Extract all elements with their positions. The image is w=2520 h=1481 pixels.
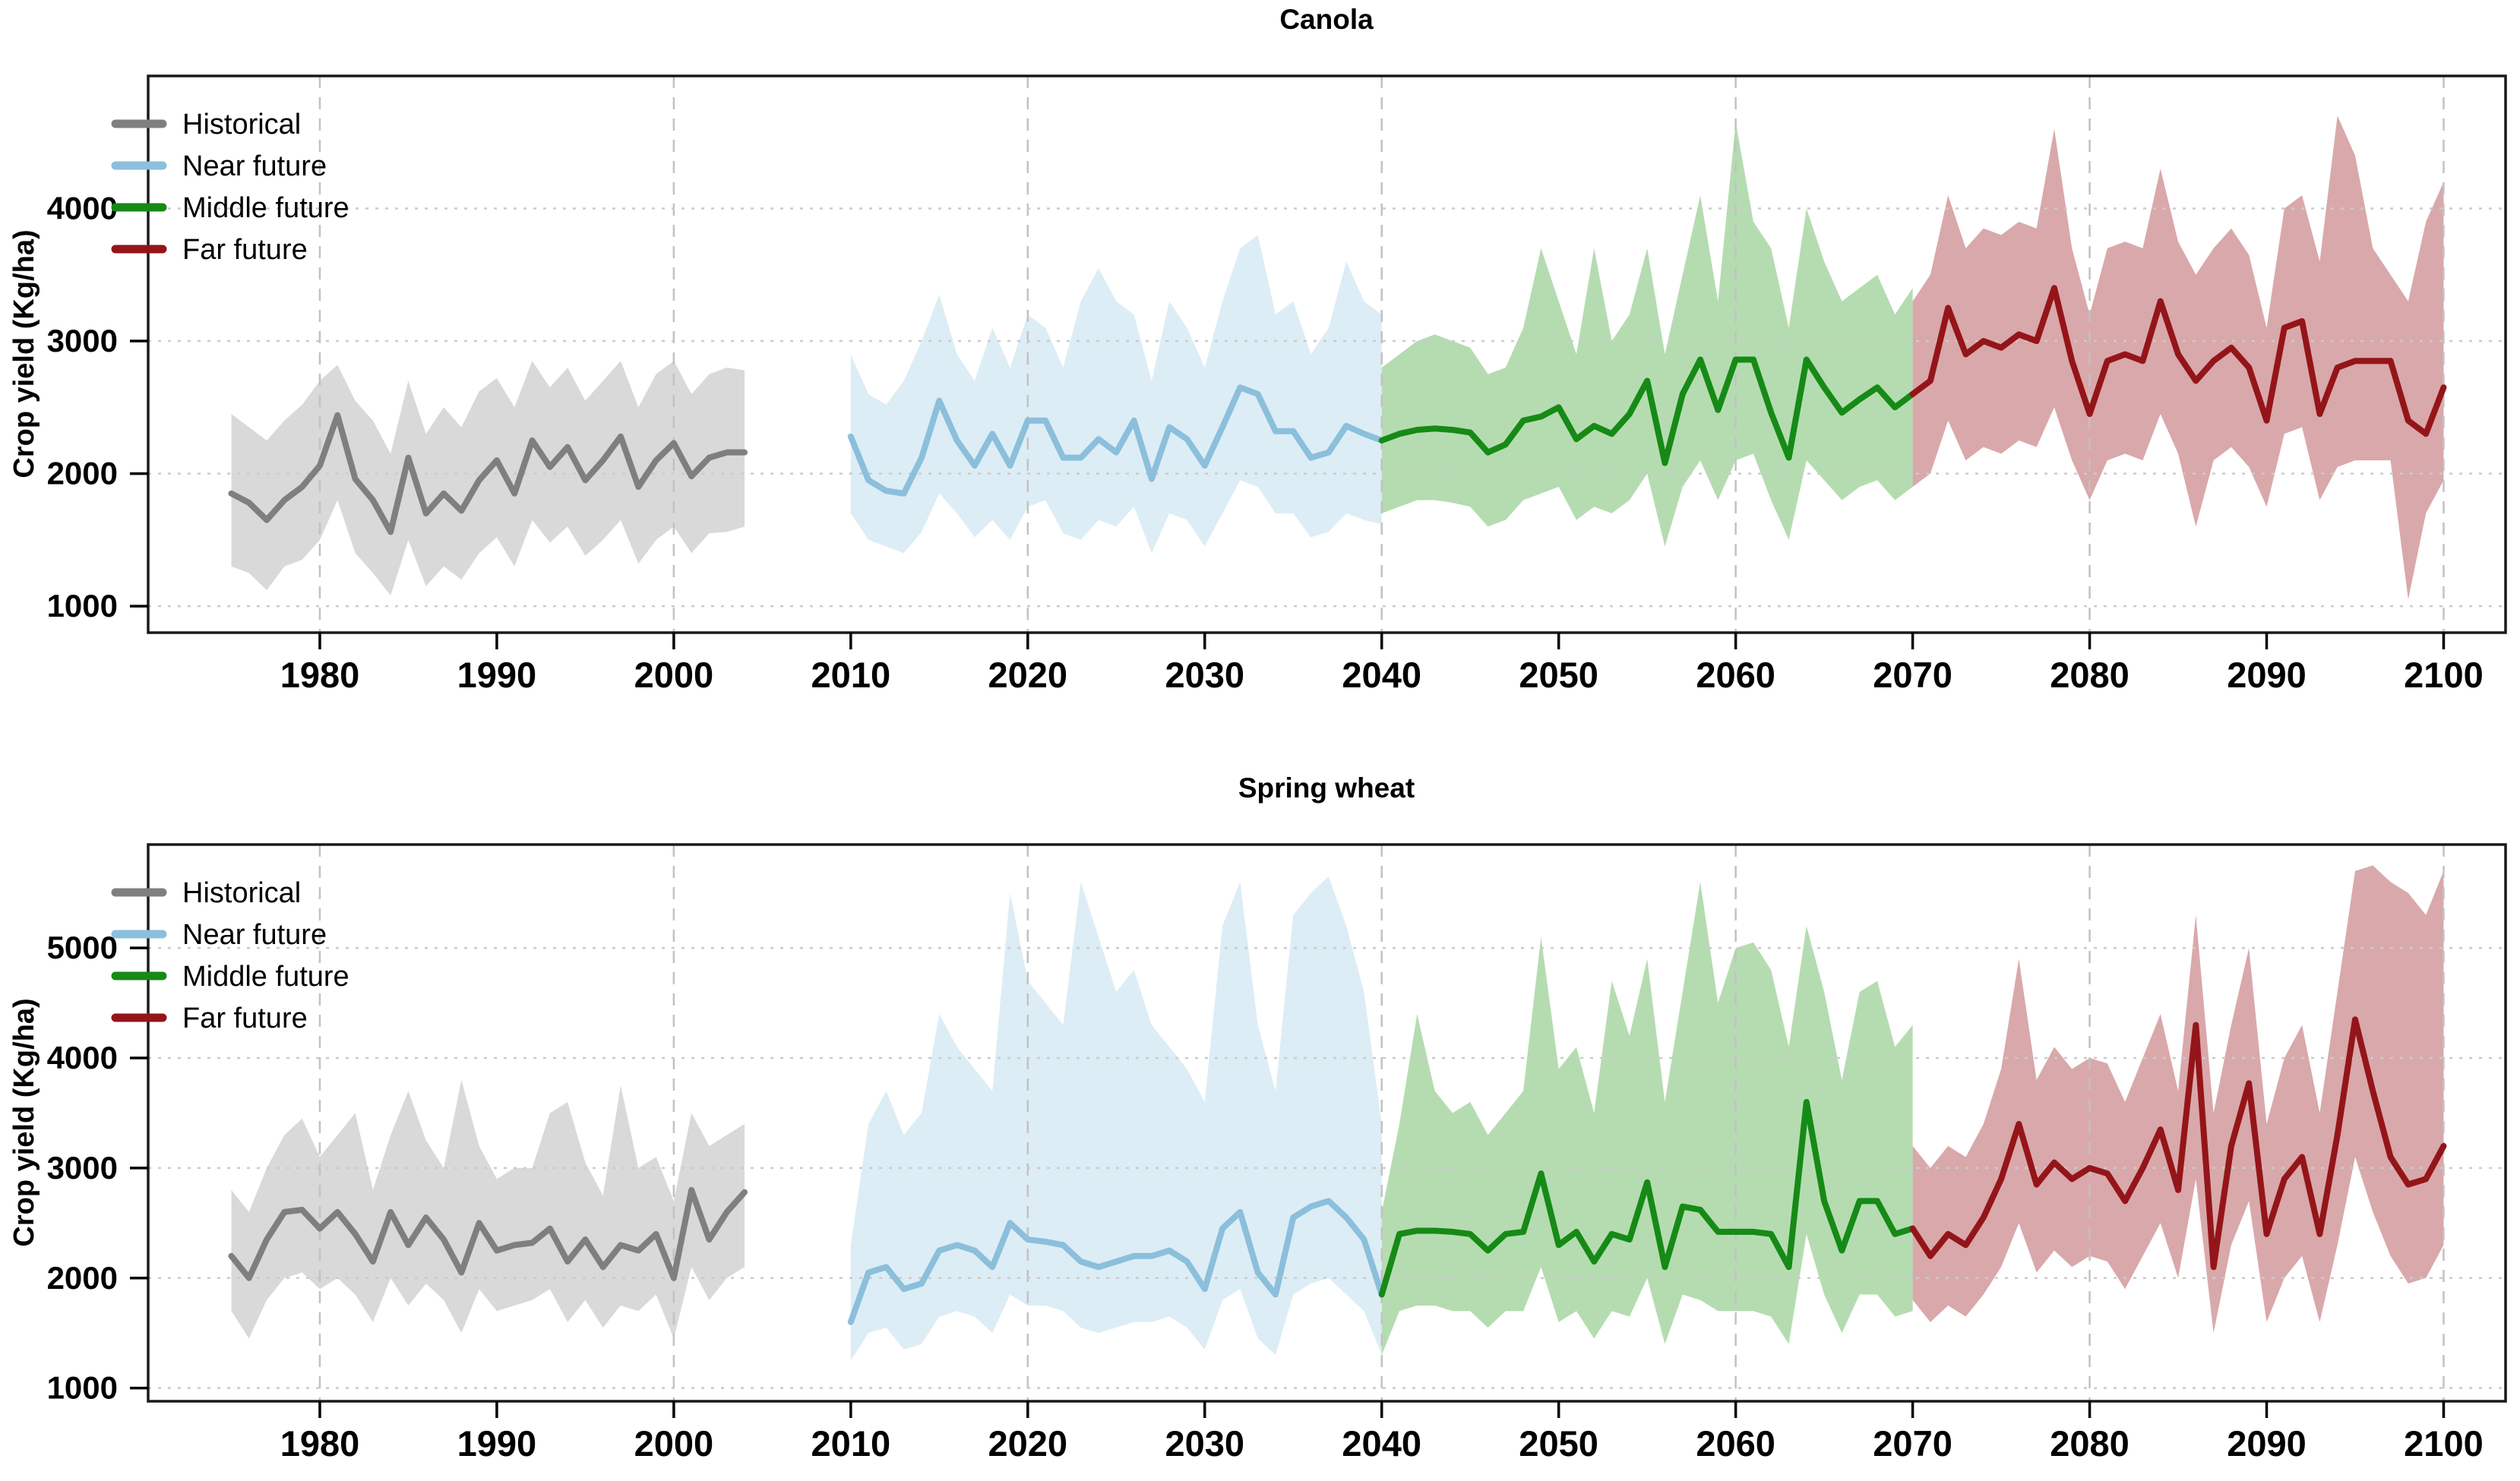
plot-frame [147,843,2507,1403]
historical-legend-label: Historical [182,109,301,141]
y-tick-label: 2000 [47,1260,118,1296]
legend: Historical Near future Middle future Far fu… [111,109,349,266]
plot-frame [147,74,2507,634]
x-tick-label: 2090 [2227,1423,2307,1464]
far-future-band [1912,865,2444,1334]
y-tick-label: 4000 [47,1040,118,1075]
x-tick-label: 2090 [2227,655,2307,695]
y-tick-label: 2000 [47,456,118,491]
x-tick-label: 2020 [988,1423,1068,1464]
far-future-legend-label: Far future [182,1003,308,1034]
canola-title: Canola [1279,4,1374,35]
x-tick-label: 2030 [1165,655,1244,695]
middle-future-legend-label: Middle future [182,192,349,224]
far-future-line [1909,285,2447,437]
x-tick-label: 2050 [1519,655,1598,695]
middle-future-line [1378,356,1916,466]
x-tick-label: 1980 [280,655,360,695]
near-future-line [847,384,1385,497]
spring-wheat-panel: 1980 1990 2000 2010 2020 2030 2040 2050 2060 2070… [47,843,2507,1464]
legend: Historical Near future Middle future Far fu… [111,877,349,1034]
historical-band [231,1080,745,1339]
historical-legend-label: Historical [182,877,301,909]
historical-band [231,361,745,596]
x-tick-label: 2040 [1342,655,1421,695]
plots-root: 1980 1990 2000 2010 2020 2030 2040 2050 2060 2070… [47,74,2507,1464]
x-tick-label: 2000 [634,655,714,695]
y-tick-label: 3000 [47,323,118,358]
x-tick-label: 2070 [1873,1423,1952,1464]
x-tick-label: 2010 [811,1423,891,1464]
y-tick-label: 4000 [47,191,118,226]
x-tick-label: 2040 [1342,1423,1421,1464]
x-tick-label: 2000 [634,1423,714,1464]
y-tick-label: 5000 [47,930,118,965]
x-tick-label: 2060 [1696,1423,1775,1464]
middle-future-band [1381,122,1913,547]
near-future-band [850,235,1382,554]
middle-future-band [1381,882,1913,1356]
x-tick-label: 2050 [1519,1423,1598,1464]
canola-y-axis-title: Crop yield (Kg/ha) [8,229,40,478]
historical-line [228,1186,748,1281]
x-tick-label: 2020 [988,655,1068,695]
spring-wheat-title: Spring wheat [1238,772,1415,804]
x-tick-label: 2030 [1165,1423,1244,1464]
y-tick-label: 3000 [47,1150,118,1186]
far-future-legend-label: Far future [182,234,308,266]
x-tick-label: 2100 [2404,655,2484,695]
middle-future-legend-label: Middle future [182,961,349,993]
canola-panel: 1980 1990 2000 2010 2020 2030 2040 2050 2060 2070… [47,74,2507,695]
x-tick-label: 1990 [457,655,537,695]
spring-wheat-y-axis-title: Crop yield (Kg/ha) [8,998,40,1246]
near-future-band [850,876,1382,1361]
middle-future-line [1378,1098,1916,1298]
x-tick-label: 1980 [280,1423,360,1464]
x-tick-label: 2080 [2050,1423,2130,1464]
x-tick-label: 2080 [2050,655,2130,695]
far-future-line [1909,1016,2447,1271]
historical-line [228,412,748,535]
x-tick-label: 2070 [1873,655,1952,695]
y-tick-label: 1000 [47,1370,118,1406]
x-tick-label: 1990 [457,1423,537,1464]
near-future-legend-label: Near future [182,150,327,182]
x-tick-label: 2060 [1696,655,1775,695]
near-future-line [847,1198,1385,1325]
near-future-legend-label: Near future [182,919,327,951]
y-tick-label: 1000 [47,588,118,624]
x-tick-label: 2010 [811,655,891,695]
x-tick-label: 2100 [2404,1423,2484,1464]
